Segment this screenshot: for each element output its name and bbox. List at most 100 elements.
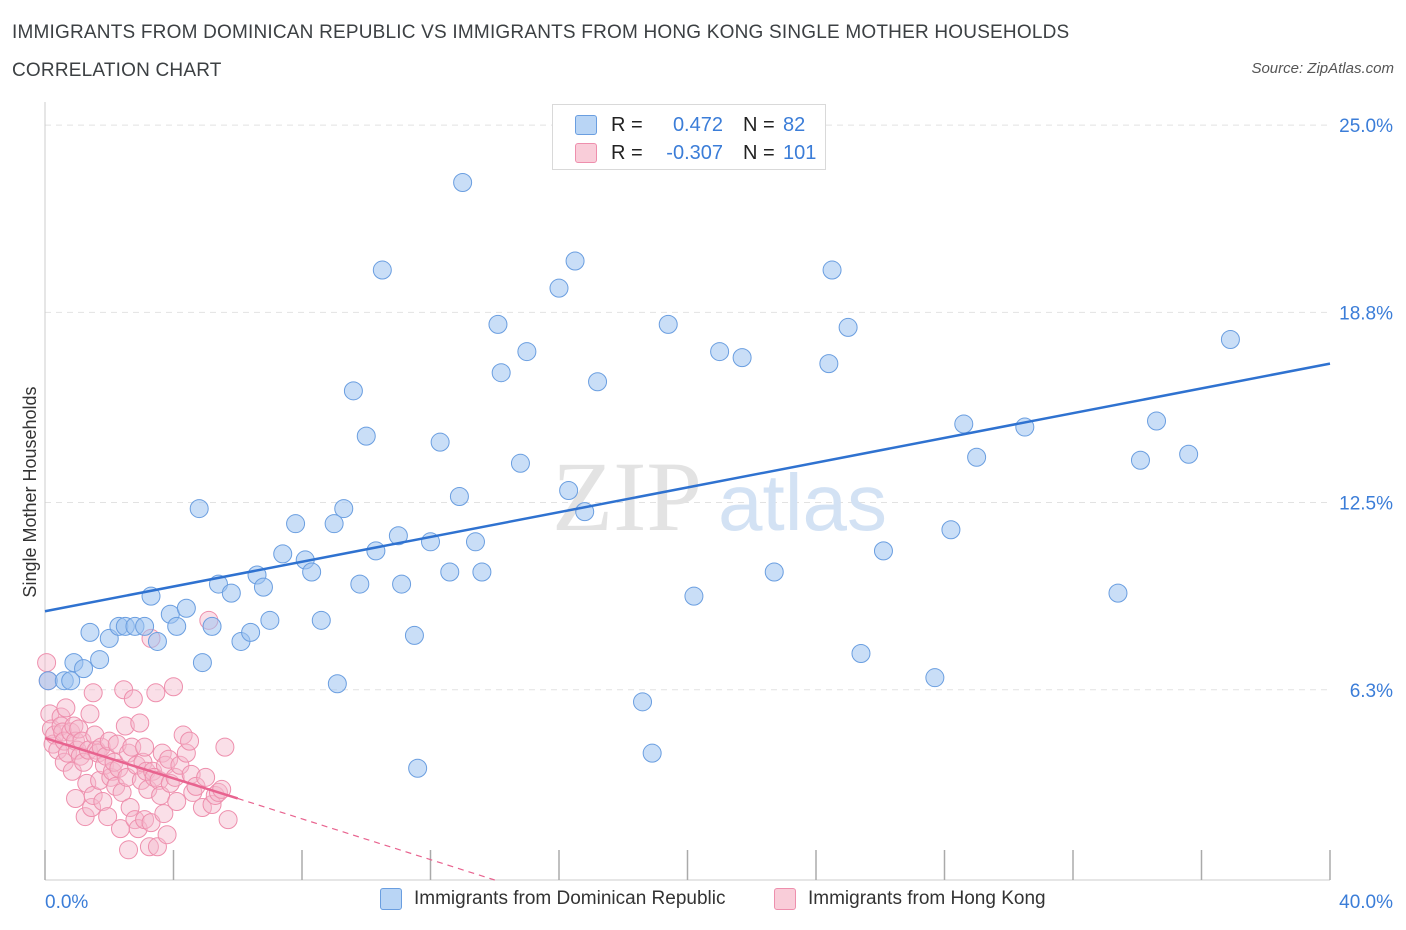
hong-kong-point: [98, 807, 118, 827]
bottom-legend-label: Immigrants from Dominican Republic: [414, 888, 726, 909]
dominican-republic-point: [967, 447, 987, 467]
dominican-republic-point: [488, 314, 508, 334]
hong-kong-point: [164, 677, 183, 697]
dominican-republic-point: [954, 414, 974, 434]
dominican-republic-point: [642, 743, 662, 763]
bottom-legend-label: Immigrants from Hong Kong: [808, 888, 1046, 909]
legend-row-dominican: R = 0.472 N = 82: [575, 111, 805, 139]
tick-labels: 6.3% 12.5% 18.8% 25.0% 0.0% 40.0%: [45, 116, 1393, 913]
hong-kong-point: [157, 825, 177, 845]
hong-kong-point: [37, 653, 57, 673]
dominican-republic-point: [588, 372, 608, 392]
dominican-republic-point: [167, 616, 187, 636]
hong-kong-point: [115, 716, 135, 736]
dominican-republic-point: [838, 317, 858, 337]
dominican-republic-point: [710, 342, 730, 362]
dominican-republic-point: [449, 487, 469, 507]
hong-kong-point: [112, 782, 132, 802]
legend-swatch-pink: [575, 143, 597, 163]
bottom-legend-swatch-blue: [380, 888, 402, 910]
dominican-republic-point: [472, 562, 492, 582]
dominican-republic-point: [286, 514, 306, 534]
dominican-republic-point: [1179, 444, 1199, 464]
hong-kong-point: [120, 798, 140, 818]
dominican-republic-point: [392, 574, 412, 594]
dominican-republic-point: [327, 674, 347, 694]
watermark-atlas: atlas: [718, 458, 887, 547]
legend-r-value: 0.472: [672, 113, 723, 136]
hong-kong-point: [74, 752, 94, 772]
dominican-republic-points: [38, 172, 1240, 778]
bottom-legend-dominican: Immigrants from Dominican Republic: [380, 888, 726, 910]
dominican-republic-point: [1130, 450, 1150, 470]
dominican-republic-point: [350, 574, 370, 594]
legend-n-label: N =: [743, 113, 775, 136]
dominican-republic-point: [253, 577, 273, 597]
bottom-legend-swatch-pink: [774, 888, 796, 910]
source-label: Source: ZipAtlas.com: [1251, 60, 1394, 77]
legend-r-label: R =: [611, 141, 643, 164]
legend-row-hongkong: R = -0.307 N = 101: [575, 139, 816, 167]
legend-r-value: -0.307: [666, 141, 723, 164]
dominican-republic-point: [510, 453, 530, 473]
hong-kong-point: [180, 731, 200, 751]
hong-kong-point: [176, 743, 196, 763]
dominican-republic-point: [388, 526, 408, 546]
dominican-republic-point: [273, 544, 293, 564]
dominican-republic-point: [440, 562, 460, 582]
hong-kong-point: [83, 683, 103, 703]
dominican-republic-point: [549, 278, 569, 298]
dominican-republic-point: [189, 499, 209, 519]
y-tick-label: 12.5%: [1339, 494, 1393, 515]
hong-kong-point: [154, 804, 174, 824]
dominican-republic-point: [430, 432, 450, 452]
dominican-republic-point: [408, 758, 428, 778]
hong-kong-point: [165, 767, 185, 787]
hong-kong-point: [146, 683, 166, 703]
watermark-zip: ZIP: [552, 441, 702, 552]
dominican-republic-point: [1108, 583, 1128, 603]
watermark: ZIP atlas: [552, 441, 887, 552]
dominican-republic-point: [1220, 329, 1240, 349]
dominican-republic-point: [302, 562, 322, 582]
dominican-republic-point: [941, 520, 961, 540]
hong-kong-point: [135, 737, 155, 757]
dominican-republic-point: [465, 532, 485, 552]
dominican-republic-point: [633, 692, 653, 712]
hong-kong-point: [93, 791, 113, 811]
dominican-republic-point: [311, 610, 331, 630]
y-axis-label: Single Mother Households: [20, 386, 40, 597]
dominican-republic-point: [732, 348, 752, 368]
y-tick-label: 18.8%: [1339, 303, 1393, 324]
hong-kong-trend-extension: [237, 797, 495, 881]
hong-kong-point: [159, 749, 179, 769]
hong-kong-point: [123, 689, 143, 709]
hong-kong-point: [56, 698, 76, 718]
hong-kong-point: [82, 798, 102, 818]
bottom-legend-hongkong: Immigrants from Hong Kong: [774, 888, 1046, 910]
legend-n-value: 82: [783, 113, 806, 136]
hong-kong-point: [141, 813, 161, 833]
dominican-republic-point: [192, 653, 212, 673]
dominican-republic-point: [873, 541, 893, 561]
legend-n-value: 101: [783, 141, 817, 164]
hong-kong-point: [130, 713, 150, 733]
dominican-republic-point: [334, 499, 354, 519]
trend-lines: [44, 362, 1331, 881]
dominican-republic-point: [176, 598, 196, 618]
dominican-republic-point: [241, 622, 261, 642]
hong-kong-point: [77, 773, 97, 793]
hong-kong-point: [119, 840, 139, 860]
dominican-republic-point: [851, 644, 871, 664]
axes: [44, 102, 1331, 881]
legend-r-label: R =: [611, 113, 643, 136]
hong-kong-point: [80, 704, 100, 724]
hong-kong-point: [139, 837, 159, 857]
x-tick-label: 40.0%: [1339, 892, 1393, 913]
dominican-republic-point: [80, 622, 100, 642]
legend-n-label: N =: [743, 141, 775, 164]
dominican-republic-point: [147, 631, 167, 651]
dominican-republic-point: [74, 659, 94, 679]
dominican-republic-point: [1147, 411, 1167, 431]
legend-swatch-blue: [575, 115, 597, 135]
